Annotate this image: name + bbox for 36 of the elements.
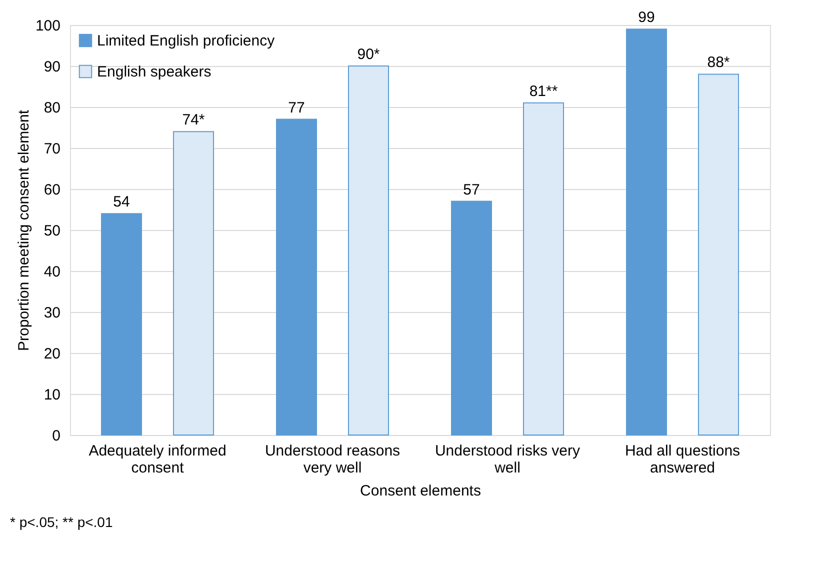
x-tick-label: Adequately informed consent bbox=[88, 442, 226, 476]
y-axis-title: Proportion meeting consent element bbox=[15, 109, 32, 351]
y-tick-label: 60 bbox=[44, 182, 60, 198]
data-label: 81** bbox=[529, 82, 558, 100]
data-label: 90* bbox=[357, 46, 380, 63]
x-tick-label: Understood reasons very well bbox=[264, 442, 400, 476]
y-tick-label: 100 bbox=[35, 18, 60, 34]
bar bbox=[523, 102, 564, 436]
bar bbox=[698, 74, 739, 436]
y-tick-label: 90 bbox=[44, 58, 60, 76]
data-label: 57 bbox=[463, 181, 480, 198]
y-tick-label: 40 bbox=[44, 264, 60, 280]
bar bbox=[101, 213, 142, 436]
bar bbox=[348, 66, 389, 436]
x-tick-label: Understood risks very well bbox=[434, 442, 581, 476]
data-label: 99 bbox=[638, 9, 655, 26]
bar bbox=[451, 200, 492, 436]
y-tick-label: 10 bbox=[44, 386, 60, 404]
data-label: 88* bbox=[707, 54, 730, 72]
x-tick-label: Had all questions answered bbox=[624, 442, 740, 476]
y-tick-label: 70 bbox=[44, 140, 60, 158]
x-axis-title: Consent elements bbox=[360, 482, 481, 500]
data-label: 54 bbox=[113, 194, 130, 211]
data-label: 77 bbox=[288, 99, 305, 116]
bar bbox=[276, 118, 317, 436]
y-tick-label: 50 bbox=[44, 222, 60, 240]
bar bbox=[173, 131, 214, 436]
legend-label: English speakers bbox=[97, 64, 212, 80]
text: * p<.05; ** p<.01 bbox=[10, 514, 113, 530]
y-tick-label: 30 bbox=[44, 304, 60, 322]
y-tick-label: 0 bbox=[52, 428, 60, 444]
data-label: 74* bbox=[182, 112, 205, 129]
bar bbox=[626, 28, 667, 436]
y-tick-label: 20 bbox=[44, 346, 60, 362]
legend-label: Limited English proficiency bbox=[97, 32, 276, 50]
y-tick-label: 80 bbox=[44, 100, 60, 116]
